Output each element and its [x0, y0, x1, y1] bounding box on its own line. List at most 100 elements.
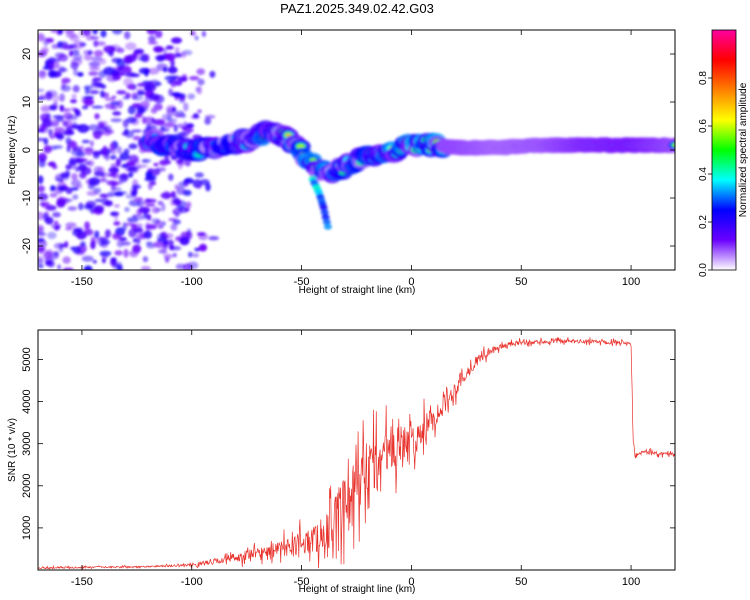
- noise-blob: [145, 222, 151, 232]
- noise-blob: [172, 195, 179, 204]
- noise-blob: [143, 230, 152, 239]
- y-tick-label: -10: [21, 190, 33, 206]
- noise-blob: [140, 266, 151, 270]
- noise-blob: [104, 229, 111, 238]
- noise-blob: [43, 137, 49, 146]
- noise-blob: [121, 131, 129, 136]
- x-tick-label: 0: [408, 276, 414, 288]
- x-tick-label: -150: [71, 276, 93, 288]
- noise-blob: [85, 34, 95, 41]
- noise-blob: [128, 143, 138, 150]
- noise-blob: [172, 207, 183, 215]
- noise-blob: [170, 59, 175, 68]
- noise-blob: [53, 127, 65, 133]
- noise-blob: [186, 123, 195, 129]
- noise-blob: [79, 172, 87, 179]
- noise-blob: [72, 85, 80, 93]
- branch-blob: [322, 219, 331, 225]
- ridge-blob: [298, 145, 304, 148]
- noise-blob: [112, 111, 122, 116]
- noise-blob: [81, 139, 90, 144]
- noise-blob: [94, 205, 105, 213]
- branch-blob: [320, 209, 329, 216]
- noise-blob: [79, 30, 89, 37]
- noise-blob: [41, 123, 47, 130]
- noise-blob: [116, 90, 127, 95]
- noise-blob: [118, 173, 129, 183]
- noise-blob: [77, 72, 84, 77]
- noise-blob: [146, 81, 156, 87]
- noise-blob: [48, 119, 60, 128]
- noise-blob: [71, 173, 78, 181]
- noise-blob: [176, 186, 186, 195]
- noise-blob: [38, 185, 45, 193]
- noise-blob: [43, 251, 52, 259]
- noise-blob: [77, 124, 90, 133]
- noise-blob: [73, 40, 85, 50]
- noise-blob: [72, 146, 82, 152]
- noise-blob: [163, 122, 175, 128]
- noise-blob: [153, 162, 159, 167]
- noise-blob: [76, 151, 86, 158]
- noise-blob: [72, 54, 83, 61]
- noise-blob: [55, 177, 64, 182]
- noise-blob: [110, 106, 118, 110]
- x-tick-label: -100: [181, 276, 203, 288]
- noise-blob: [112, 233, 123, 240]
- noise-blob: [160, 192, 172, 199]
- noise-blob: [70, 107, 78, 112]
- noise-blob: [98, 70, 107, 78]
- spectrogram-y-label: Frequency (Hz): [7, 116, 18, 185]
- snr-series-line: [38, 336, 675, 570]
- noise-blob: [150, 180, 157, 186]
- noise-blob: [186, 228, 191, 234]
- noise-blob: [89, 66, 101, 71]
- noise-blob: [86, 190, 99, 196]
- spectrogram-heatmap: [38, 30, 675, 270]
- noise-blob: [147, 67, 160, 75]
- snr-y-label: SNR (10 * v/v): [7, 418, 18, 482]
- noise-blob: [146, 30, 157, 35]
- noise-blob: [55, 117, 65, 122]
- noise-blob: [92, 152, 100, 159]
- noise-blob: [91, 105, 104, 109]
- noise-blob: [148, 122, 156, 130]
- noise-blob: [62, 119, 73, 128]
- noise-blob: [172, 253, 177, 258]
- noise-blob: [65, 136, 72, 145]
- noise-blob: [141, 116, 147, 124]
- spectrogram-blobs: [38, 30, 675, 270]
- noise-blob: [163, 67, 168, 73]
- noise-blob: [170, 37, 183, 44]
- noise-blob: [116, 58, 125, 68]
- noise-blob: [64, 30, 75, 34]
- noise-blob: [102, 92, 110, 98]
- noise-blob: [110, 257, 117, 263]
- noise-blob: [75, 112, 82, 117]
- noise-blob: [115, 191, 128, 195]
- noise-blob: [172, 107, 177, 112]
- noise-blob: [124, 31, 131, 40]
- y-tick-label: 1000: [21, 516, 33, 540]
- colorbar-ticks: 0.0 0.2 0.4 0.6 0.8: [698, 71, 712, 277]
- noise-blob: [53, 220, 59, 226]
- noise-blob: [39, 113, 50, 122]
- noise-blob: [38, 129, 45, 133]
- noise-blob: [59, 93, 65, 102]
- noise-blob: [114, 261, 123, 269]
- y-tick-label: 4000: [21, 389, 33, 413]
- noise-blob: [76, 231, 87, 240]
- noise-blob: [72, 121, 78, 130]
- noise-blob: [145, 203, 156, 207]
- noise-blob: [137, 214, 144, 221]
- noise-blob: [65, 222, 77, 228]
- noise-blob: [98, 236, 108, 241]
- y-tick-label: 5000: [21, 347, 33, 371]
- noise-blob: [77, 158, 88, 162]
- noise-blob: [45, 37, 54, 43]
- noise-blob: [52, 211, 61, 218]
- x-tick-label: 50: [515, 276, 527, 288]
- noise-blob: [72, 246, 82, 254]
